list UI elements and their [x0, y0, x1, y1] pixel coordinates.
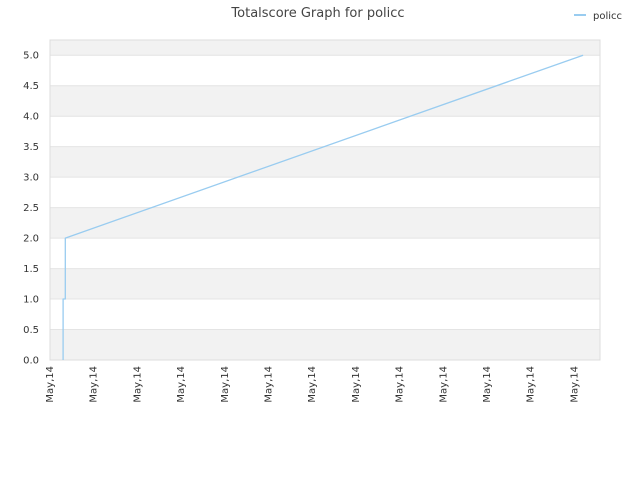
y-tick-label: 4.0: [23, 112, 39, 123]
y-tick-label: 2.5: [23, 203, 39, 214]
plot-band: [50, 238, 600, 269]
x-tick-label: May,14: [438, 366, 449, 403]
y-axis-labels: 0.0 0.5 1.0 1.5 2.0 2.5 3.0 3.5 4.0 4.5 5.0: [23, 51, 39, 367]
grid-lines: [50, 54, 600, 361]
plot-band: [50, 177, 600, 208]
legend[interactable]: policc: [574, 11, 622, 22]
y-tick-label: 3.0: [23, 173, 39, 184]
y-tick-label: 5.0: [23, 51, 39, 62]
x-tick-label: May,14: [176, 366, 187, 403]
x-tick-label: May,14: [45, 366, 56, 403]
y-tick-label: 3.5: [23, 142, 39, 153]
series-layer: [62, 54, 584, 360]
x-tick-label: May,14: [132, 366, 143, 403]
x-tick-label: May,14: [482, 366, 493, 403]
plot-band: [50, 85, 600, 117]
series-line-policc: [62, 54, 584, 360]
y-tick-label: 2.0: [23, 234, 39, 245]
plot-band: [50, 329, 600, 360]
legend-label-policc: policc: [593, 11, 622, 22]
y-tick-label: 1.0: [23, 295, 39, 306]
x-tick-label: May,14: [89, 366, 100, 403]
x-tick-label: May,14: [307, 366, 318, 403]
plot-band: [50, 146, 600, 178]
plot-band: [50, 40, 600, 56]
chart-title: Totalscore Graph for policc: [230, 6, 404, 21]
plot-band: [50, 116, 600, 147]
plot-band: [50, 207, 600, 239]
x-tick-label: May,14: [220, 366, 231, 403]
y-tick-label: 1.5: [23, 264, 39, 275]
plot-area: [49, 39, 601, 361]
x-tick-label: May,14: [264, 366, 275, 403]
plot-bands: [50, 40, 600, 360]
y-tick-label: 0.0: [23, 356, 39, 367]
y-tick-label: 4.5: [23, 81, 39, 92]
x-tick-label: May,14: [569, 366, 580, 403]
x-tick-label: May,14: [351, 366, 362, 403]
plot-band: [50, 55, 600, 86]
plot-band: [50, 299, 600, 330]
plot-band: [50, 268, 600, 300]
x-tick-label: May,14: [526, 366, 537, 403]
x-tick-label: May,14: [395, 366, 406, 403]
x-axis-labels: May,14 May,14 May,14 May,14 May,14 May,14 May,…: [45, 366, 580, 403]
y-tick-label: 0.5: [23, 325, 39, 336]
